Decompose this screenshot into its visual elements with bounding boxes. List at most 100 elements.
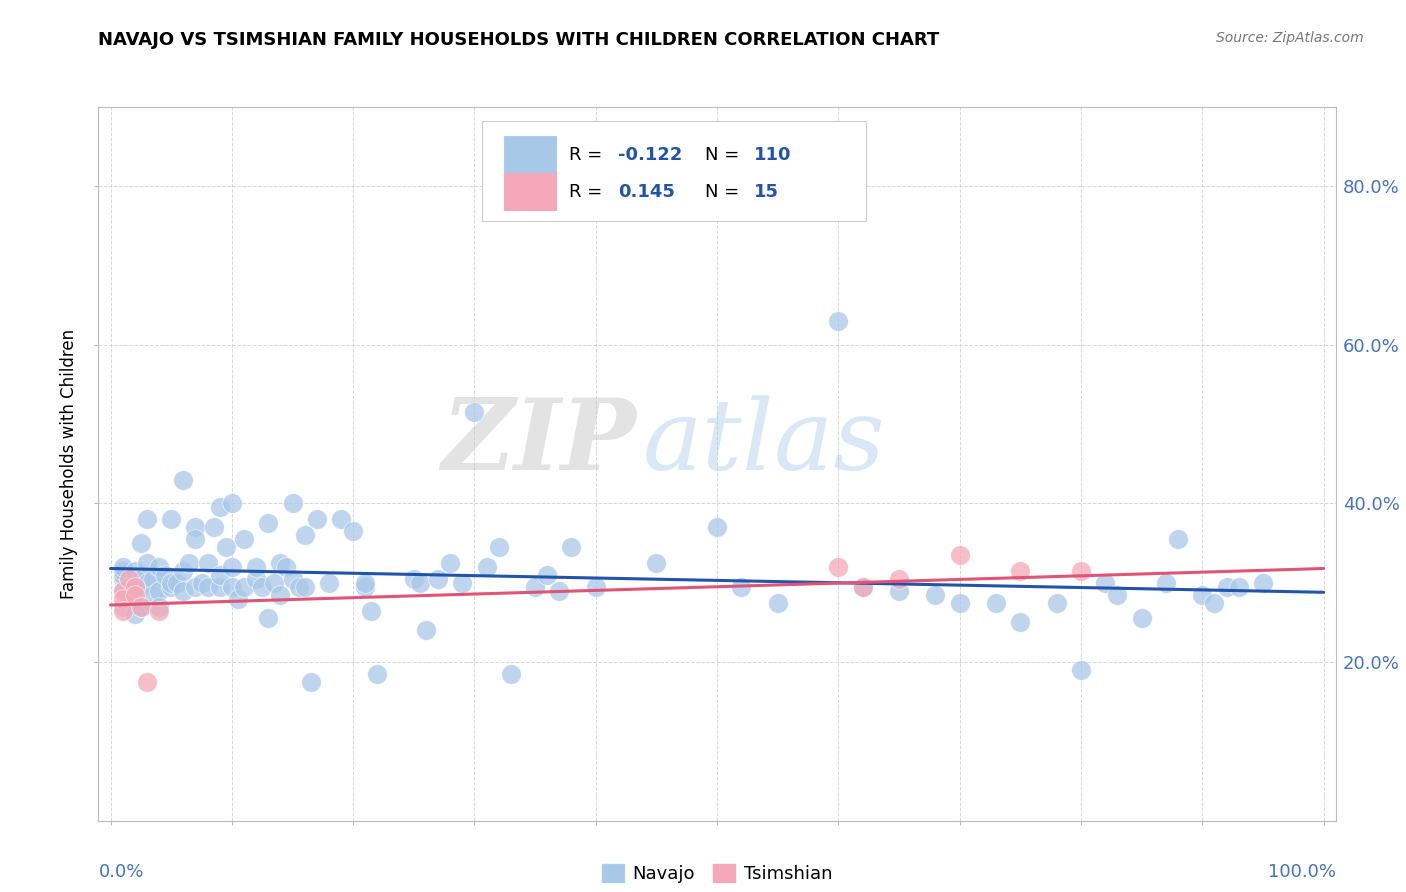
Point xyxy=(1215,580,1237,594)
Point xyxy=(111,591,134,606)
Point xyxy=(402,572,425,586)
Point xyxy=(160,512,183,526)
Point xyxy=(730,580,752,594)
Point xyxy=(208,580,231,594)
Point xyxy=(118,572,141,586)
Point xyxy=(172,564,194,578)
Point xyxy=(257,611,280,625)
Point xyxy=(233,580,256,594)
Point xyxy=(294,528,316,542)
Point xyxy=(1167,532,1189,546)
Point xyxy=(1070,663,1092,677)
Point xyxy=(1046,596,1069,610)
Y-axis label: Family Households with Children: Family Households with Children xyxy=(60,329,79,599)
Text: R =: R = xyxy=(568,183,607,201)
Text: 0.0%: 0.0% xyxy=(98,863,143,881)
FancyBboxPatch shape xyxy=(482,121,866,221)
Point xyxy=(287,580,309,594)
Point xyxy=(148,583,170,598)
Point xyxy=(827,314,849,328)
Point xyxy=(585,580,607,594)
Point xyxy=(136,674,159,689)
Point xyxy=(124,564,146,578)
Point xyxy=(499,667,522,681)
Point xyxy=(184,580,207,594)
Point xyxy=(250,580,273,594)
Point xyxy=(215,540,238,554)
Point xyxy=(1010,564,1032,578)
Point xyxy=(179,556,201,570)
Point xyxy=(148,599,170,614)
Point xyxy=(160,580,183,594)
Point xyxy=(111,567,134,582)
Point xyxy=(124,580,146,594)
Point xyxy=(924,588,946,602)
Point xyxy=(111,583,134,598)
Point xyxy=(1191,588,1213,602)
Text: 15: 15 xyxy=(754,183,779,201)
Point xyxy=(124,588,146,602)
Point xyxy=(184,520,207,534)
Point xyxy=(281,496,304,510)
Text: atlas: atlas xyxy=(643,395,886,490)
FancyBboxPatch shape xyxy=(505,136,557,173)
Point xyxy=(197,556,219,570)
Point xyxy=(463,405,485,419)
Point xyxy=(124,575,146,590)
Point xyxy=(887,583,910,598)
Text: -0.122: -0.122 xyxy=(619,145,682,163)
Point xyxy=(257,516,280,531)
Point xyxy=(1204,596,1226,610)
Point xyxy=(160,575,183,590)
Point xyxy=(488,540,510,554)
Point xyxy=(548,583,571,598)
Point xyxy=(245,560,267,574)
Point xyxy=(245,572,267,586)
Point xyxy=(766,596,789,610)
Legend: Navajo, Tsimshian: Navajo, Tsimshian xyxy=(595,856,839,890)
Point xyxy=(233,532,256,546)
Point xyxy=(129,580,152,594)
Point xyxy=(1010,615,1032,630)
Point xyxy=(706,520,728,534)
Point xyxy=(148,603,170,617)
Text: 0.145: 0.145 xyxy=(619,183,675,201)
Point xyxy=(1154,575,1177,590)
Point xyxy=(197,580,219,594)
Point xyxy=(299,674,322,689)
Point xyxy=(852,580,875,594)
Point xyxy=(1094,575,1116,590)
Point xyxy=(342,524,364,539)
Point xyxy=(202,520,225,534)
Text: ZIP: ZIP xyxy=(441,394,637,491)
Point xyxy=(645,556,668,570)
Point xyxy=(208,500,231,515)
Point xyxy=(1130,611,1153,625)
Point xyxy=(111,599,134,614)
Point xyxy=(984,596,1007,610)
Point xyxy=(409,575,432,590)
Point xyxy=(475,560,498,574)
Point xyxy=(366,667,388,681)
Text: R =: R = xyxy=(568,145,607,163)
Point xyxy=(281,572,304,586)
Point xyxy=(172,583,194,598)
Point xyxy=(136,575,159,590)
Point xyxy=(305,512,328,526)
Point xyxy=(148,560,170,574)
Point xyxy=(439,556,461,570)
Point xyxy=(427,572,450,586)
Point xyxy=(887,572,910,586)
Point xyxy=(208,567,231,582)
Point xyxy=(129,536,152,550)
Text: 100.0%: 100.0% xyxy=(1268,863,1336,881)
Point xyxy=(221,560,243,574)
Point xyxy=(451,575,474,590)
Point xyxy=(111,572,134,586)
Point xyxy=(111,603,134,617)
Point xyxy=(124,607,146,622)
Point xyxy=(949,548,972,562)
Point xyxy=(294,580,316,594)
Point xyxy=(129,572,152,586)
Point xyxy=(536,567,558,582)
